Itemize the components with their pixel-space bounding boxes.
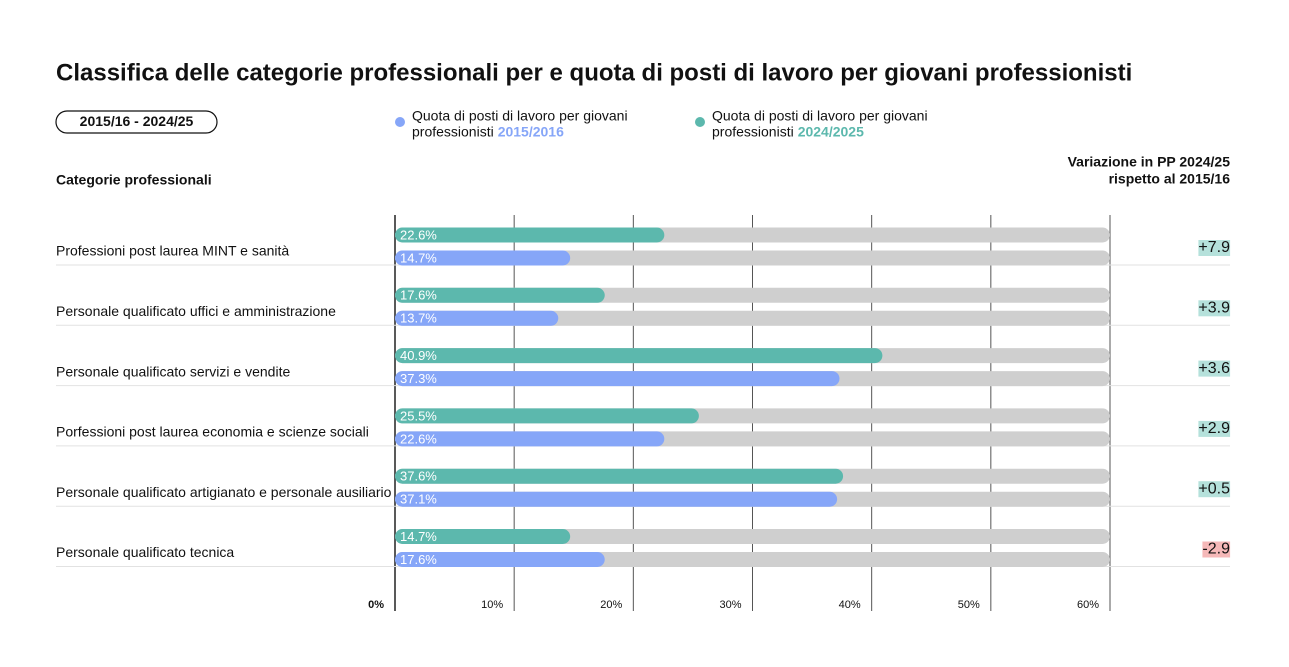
change-label: +3.6: [1198, 360, 1230, 377]
legend-text-2: professionisti: [412, 124, 494, 140]
change-background: [1198, 360, 1231, 377]
x-tick-label: 0%: [368, 599, 384, 611]
bar: [395, 491, 838, 507]
change-background: [1198, 481, 1231, 498]
x-tick-label: 60%: [1077, 599, 1099, 611]
period-badge-frame: [55, 110, 218, 134]
category-label: Personale qualificato uffici e amministr…: [56, 303, 336, 319]
bar: [395, 468, 844, 484]
bar-value-label: 37.1%: [400, 492, 437, 507]
change-header: rispetto al 2015/16: [1109, 171, 1231, 187]
bar: [395, 371, 840, 387]
change-background: [1198, 300, 1231, 317]
bar-value-label: 17.6%: [400, 288, 437, 303]
bar-track: [395, 250, 1110, 266]
x-tick-label: 30%: [719, 599, 741, 611]
bar-track: [395, 529, 1110, 544]
bar: [395, 431, 665, 447]
bar-value-label: 25.5%: [400, 408, 437, 423]
change-background: [1198, 420, 1231, 437]
bar-value-label: 13.7%: [400, 311, 437, 326]
bar-value-label: 37.3%: [400, 371, 437, 386]
legend-text-2: professionisti: [712, 124, 794, 140]
x-tick-label: 50%: [958, 599, 980, 611]
bar-value-label: 40.9%: [400, 348, 437, 363]
bar: [395, 529, 571, 544]
change-header: Variazione in PP 2024/25: [1068, 154, 1231, 170]
category-label: Personale qualificato artigianato e pers…: [56, 484, 392, 500]
bar-value-label: 14.7%: [400, 529, 437, 544]
category-label: Personale qualificato servizi e vendite: [56, 363, 290, 379]
legend-text: Quota di posti di lavoro per giovani: [712, 108, 928, 124]
change-label: +3.9: [1198, 300, 1230, 317]
x-tick-label: 40%: [839, 599, 861, 611]
bar-track: [395, 310, 1110, 326]
legend-series-name: 2015/2016: [498, 124, 564, 140]
bar: [395, 287, 605, 303]
bar-value-label: 22.6%: [400, 227, 437, 242]
bar: [395, 227, 665, 243]
chart-title: Classifica delle categorie professionali…: [56, 59, 1132, 86]
category-label: Professioni post laurea MINT e sanità: [56, 243, 289, 259]
bar-value-label: 14.7%: [400, 250, 437, 265]
bar: [395, 552, 605, 567]
x-tick-label: 10%: [481, 599, 503, 611]
x-tick-label: 20%: [600, 599, 622, 611]
bar-value-label: 37.6%: [400, 469, 437, 484]
legend-series-name: 2024/2025: [798, 124, 864, 140]
bar: [395, 250, 571, 266]
change-background: [1198, 240, 1231, 256]
legend-dot: [695, 117, 705, 127]
change-label: +2.9: [1198, 420, 1230, 437]
bar-value-label: 17.6%: [400, 552, 437, 567]
period-badge: 2015/16 - 2024/25: [80, 113, 194, 129]
category-label: Porfessioni post laurea economia e scien…: [56, 424, 369, 440]
category-label: Personale qualificato tecnica: [56, 544, 234, 560]
legend-dot: [395, 117, 405, 127]
bar-value-label: 22.6%: [400, 431, 437, 446]
change-label: +0.5: [1198, 480, 1230, 497]
bar: [395, 348, 883, 364]
change-label: -2.9: [1202, 541, 1230, 558]
bar: [395, 310, 559, 326]
legend-text: Quota di posti di lavoro per giovani: [412, 108, 628, 124]
bar: [395, 408, 699, 424]
category-header: Categorie professionali: [56, 172, 212, 188]
change-background: [1202, 541, 1231, 558]
change-label: +7.9: [1198, 239, 1230, 256]
